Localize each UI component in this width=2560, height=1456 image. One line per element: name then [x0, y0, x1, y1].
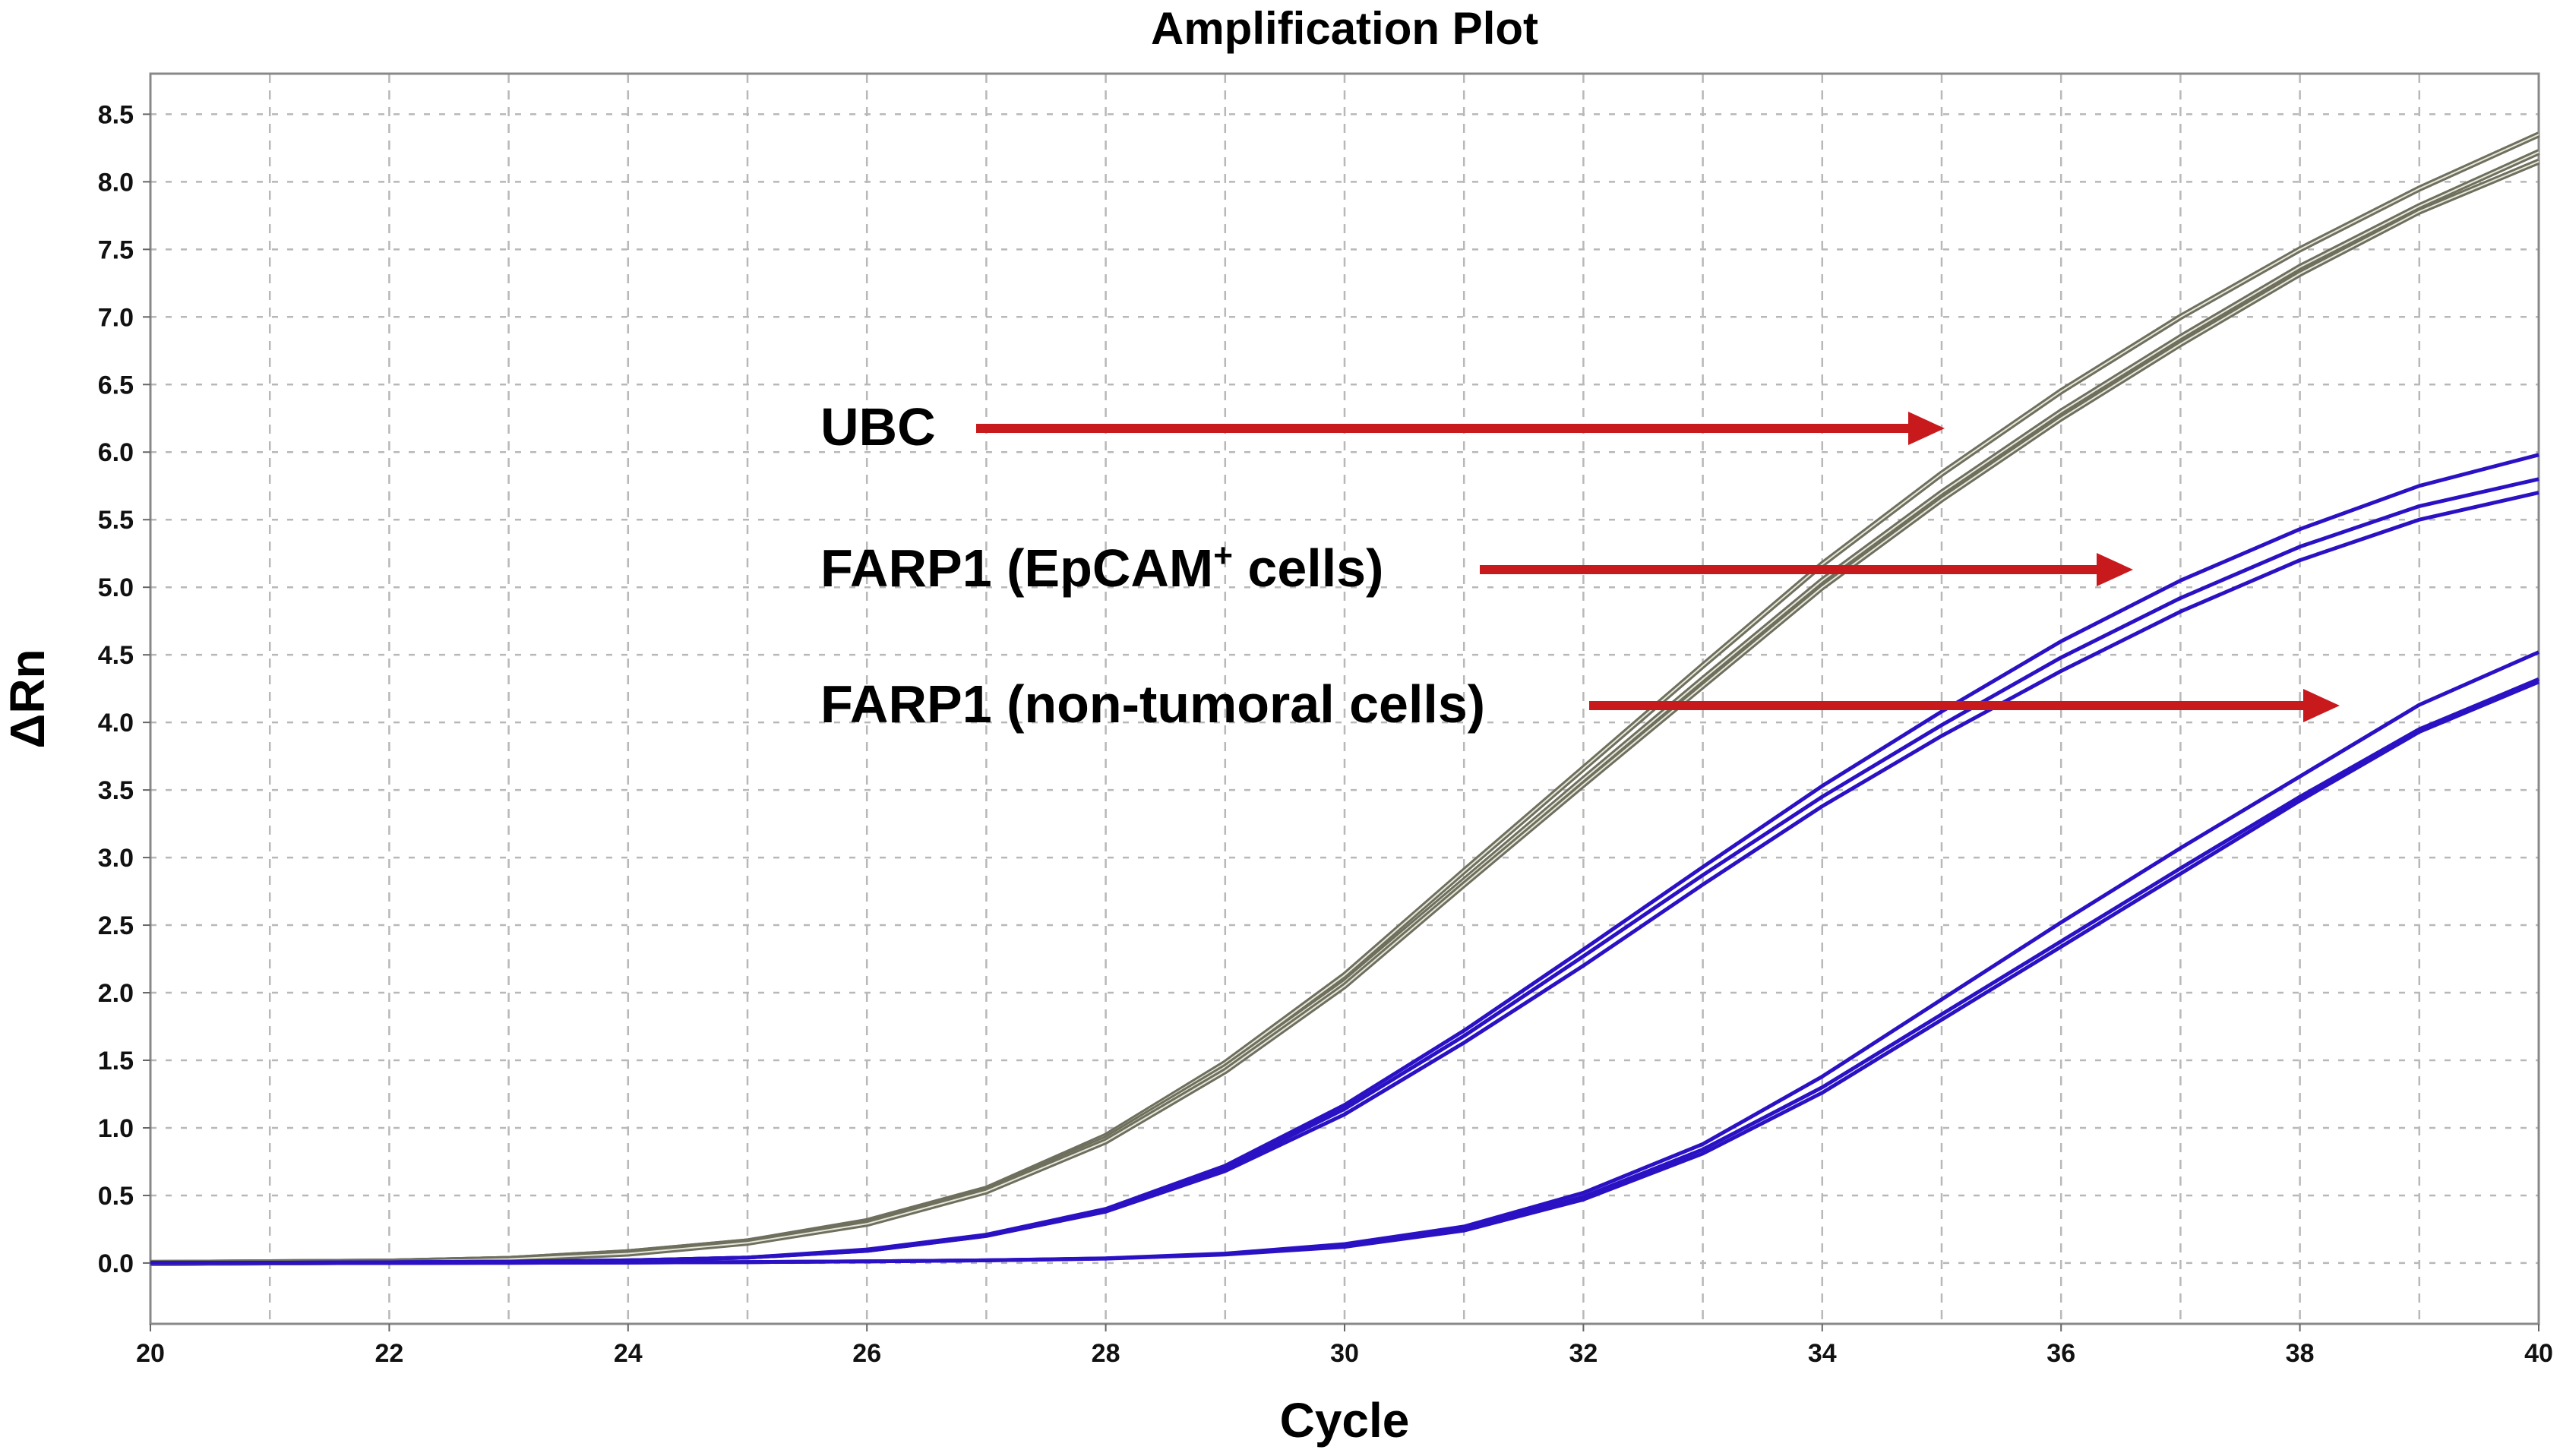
y-tick-label: 3.5 [98, 776, 134, 805]
annotation-label-0: UBC [820, 397, 936, 456]
y-tick-label: 6.0 [98, 438, 134, 467]
y-tick-label: 2.0 [98, 979, 134, 1008]
x-tick-label: 36 [2046, 1339, 2075, 1368]
x-tick-label: 28 [1092, 1339, 1120, 1368]
x-tick-label: 26 [852, 1339, 881, 1368]
x-tick-label: 24 [614, 1339, 643, 1368]
series-group [150, 131, 2540, 1266]
y-tick-label: 0.0 [98, 1249, 134, 1278]
x-axis-label: Cycle [1280, 1393, 1410, 1448]
y-tick-label: 7.0 [98, 303, 134, 332]
x-tick-label: 38 [2286, 1339, 2315, 1368]
y-tick-label: 3.0 [98, 844, 134, 873]
y-tick-label: 8.0 [98, 168, 134, 197]
y-tick-label: 8.5 [98, 100, 134, 129]
y-tick-label: 4.0 [98, 709, 134, 737]
annotation-arrowhead-2 [2303, 689, 2340, 722]
y-tick-label: 5.5 [98, 506, 134, 535]
y-tick-label: 1.5 [98, 1047, 134, 1075]
x-tick-label: 34 [1808, 1339, 1837, 1368]
x-tick-label: 32 [1569, 1339, 1598, 1368]
annotation-arrowhead-0 [1908, 412, 1945, 445]
series-line-8 [150, 680, 2539, 1265]
grid [150, 74, 2539, 1324]
y-tick-label: 1.0 [98, 1114, 134, 1143]
x-axis-ticks: 20 22 24 26 28 30 32 34 36 38 40 [136, 1324, 2553, 1368]
x-tick-label: 40 [2524, 1339, 2553, 1368]
y-tick-label: 5.0 [98, 573, 134, 602]
x-tick-label: 22 [375, 1339, 403, 1368]
y-tick-label: 6.5 [98, 371, 134, 400]
series-highlight-2 [150, 160, 2539, 1264]
annotation-label-2: FARP1 (non-tumoral cells) [820, 674, 1485, 734]
x-tick-label: 30 [1330, 1339, 1359, 1368]
y-tick-label: 4.5 [98, 641, 134, 670]
y-axis-label: ΔRn [0, 649, 55, 748]
annotation-arrowhead-1 [2097, 553, 2133, 586]
chart-title: Amplification Plot [1151, 3, 1538, 54]
annotation-label-1: FARP1 (EpCAM+ cells) [820, 537, 1383, 598]
y-axis-ticks: 0.0 0.5 1.0 1.5 2.0 2.5 3.0 3.5 4.0 4.5 5.0 5.5 6.0 6… [98, 100, 150, 1278]
y-tick-label: 7.5 [98, 235, 134, 264]
annotations: UBC FARP1 (EpCAM+ cells) FARP1 (non-tumora… [820, 397, 2340, 734]
x-tick-label: 20 [136, 1339, 165, 1368]
y-tick-label: 0.5 [98, 1182, 134, 1211]
y-tick-label: 2.5 [98, 911, 134, 940]
